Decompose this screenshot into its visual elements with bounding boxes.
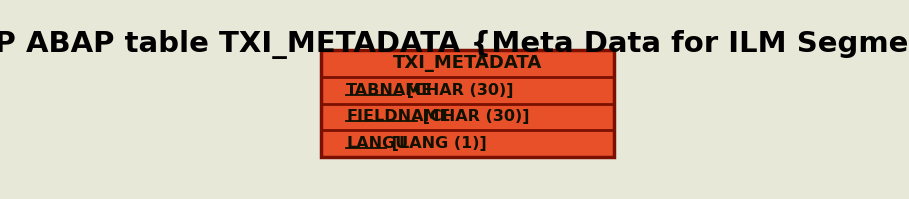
Text: [LANG (1)]: [LANG (1)]	[385, 136, 486, 151]
Text: TXI_METADATA: TXI_METADATA	[393, 54, 543, 72]
Text: LANGU: LANGU	[346, 136, 408, 151]
Text: FIELDNAME: FIELDNAME	[346, 109, 451, 124]
Text: [CHAR (30)]: [CHAR (30)]	[402, 83, 514, 98]
Text: [CHAR (30)]: [CHAR (30)]	[417, 109, 530, 124]
Text: TABNAME: TABNAME	[346, 83, 434, 98]
Text: SAP ABAP table TXI_METADATA {Meta Data for ILM Segments}: SAP ABAP table TXI_METADATA {Meta Data f…	[0, 30, 909, 59]
Bar	[322, 50, 614, 157]
